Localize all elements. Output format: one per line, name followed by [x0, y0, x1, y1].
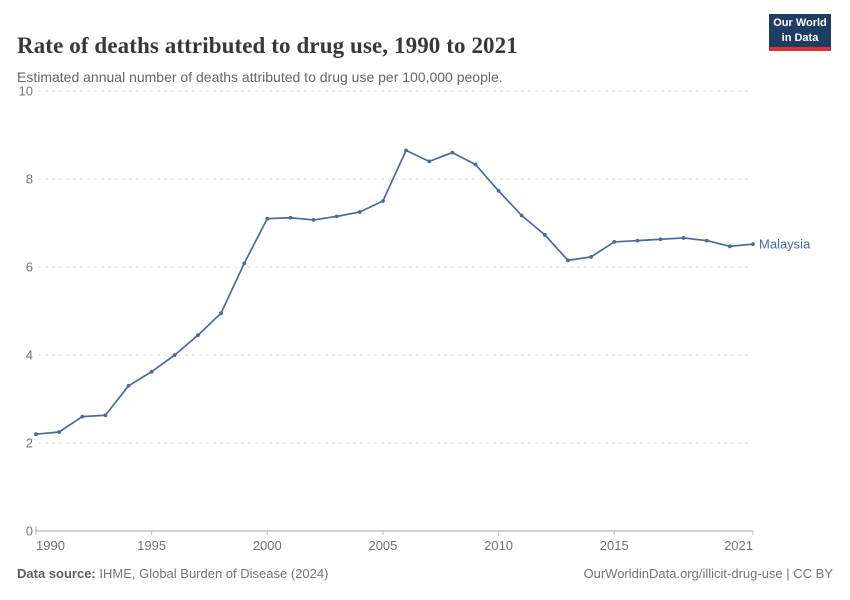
chart-footer: Data source: IHME, Global Burden of Dise… [17, 566, 833, 581]
y-axis-tick-label: 4 [26, 348, 33, 363]
y-axis-tick-label: 2 [26, 436, 33, 451]
line-chart-canvas[interactable]: 0 2 4 6 8 10 1990 1995 2000 2005 2010 2015 2021 Malay… [0, 0, 850, 560]
data-point[interactable] [612, 240, 617, 244]
data-point[interactable] [311, 218, 316, 222]
owid-logo[interactable]: Our World in Data [769, 14, 831, 51]
data-point[interactable] [126, 383, 131, 388]
data-point[interactable] [357, 210, 362, 214]
data-point[interactable] [589, 254, 593, 259]
data-point[interactable] [519, 213, 524, 218]
owid-logo-line2: in Data [781, 31, 819, 44]
data-point[interactable] [635, 238, 640, 243]
page-title: Rate of deaths attributed to drug use, 1… [17, 33, 518, 59]
data-point[interactable] [473, 162, 478, 167]
data-point[interactable] [450, 150, 455, 155]
x-axis-tick-label: 1995 [137, 538, 166, 553]
data-point[interactable] [751, 242, 755, 247]
y-axis-tick-label: 8 [26, 172, 33, 187]
data-point[interactable] [103, 413, 108, 418]
data-source-label: Data source: [17, 566, 96, 581]
data-point[interactable] [681, 236, 686, 240]
y-axis-tick-label: 10 [19, 84, 33, 99]
data-point[interactable] [658, 237, 663, 242]
data-point[interactable] [381, 199, 385, 203]
x-axis-tick-label: 2015 [600, 538, 629, 553]
data-point[interactable] [57, 430, 62, 434]
x-axis-tick-label: 1990 [36, 538, 65, 553]
owid-logo-line1: Our World [773, 17, 827, 30]
malaysia-line[interactable] [35, 149, 754, 436]
data-point[interactable] [334, 214, 339, 219]
data-point[interactable] [196, 333, 200, 338]
data-point[interactable] [704, 238, 709, 243]
data-point[interactable] [542, 232, 547, 237]
data-point[interactable] [80, 414, 85, 419]
data-point[interactable] [242, 261, 247, 266]
data-point[interactable] [566, 258, 570, 263]
y-axis-tick-label: 0 [26, 524, 33, 539]
x-axis-tick-label: 2000 [253, 538, 282, 553]
data-point[interactable] [427, 159, 432, 164]
data-point[interactable] [149, 369, 154, 374]
data-source: Data source: IHME, Global Burden of Dise… [17, 566, 328, 581]
attribution-link[interactable]: OurWorldinData.org/illicit-drug-use | CC… [583, 566, 834, 581]
data-point[interactable] [727, 244, 732, 249]
chart-subtitle: Estimated annual number of deaths attrib… [17, 69, 503, 85]
data-point[interactable] [496, 188, 501, 193]
data-point[interactable] [219, 311, 223, 316]
data-point[interactable] [172, 353, 177, 357]
data-point[interactable] [288, 215, 293, 220]
x-axis-tick-label: 2021 [724, 538, 753, 553]
entity-label[interactable]: Malaysia [759, 237, 811, 252]
x-axis-tick-label: 2010 [484, 538, 513, 553]
y-axis-tick-label: 6 [26, 260, 33, 275]
data-point[interactable] [34, 432, 38, 437]
data-point[interactable] [404, 148, 408, 153]
data-point[interactable] [265, 216, 270, 221]
x-axis-tick-label: 2005 [368, 538, 397, 553]
data-source-value: IHME, Global Burden of Disease (2024) [95, 566, 329, 581]
